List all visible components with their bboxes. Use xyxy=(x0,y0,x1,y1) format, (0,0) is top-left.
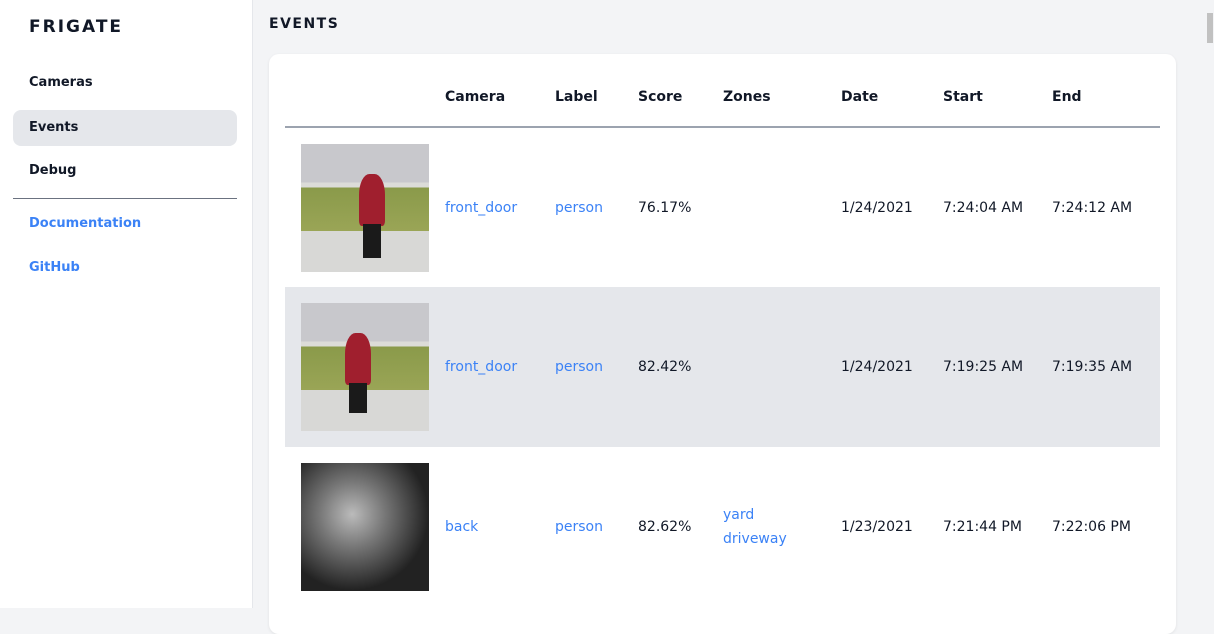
event-thumbnail[interactable] xyxy=(301,463,429,591)
col-label: Label xyxy=(555,54,638,128)
zone-link[interactable]: yard xyxy=(723,507,755,523)
label-link[interactable]: person xyxy=(555,519,603,535)
col-end: End xyxy=(1052,54,1160,128)
events-table: Camera Label Score Zones Date Start End … xyxy=(285,54,1160,607)
event-thumbnail[interactable] xyxy=(301,143,429,272)
end-time: 7:19:35 AM xyxy=(1052,287,1160,447)
end-time: 7:22:06 PM xyxy=(1052,519,1131,535)
date: 1/24/2021 xyxy=(841,199,913,216)
score: 82.62% xyxy=(638,519,692,535)
sidebar-divider xyxy=(13,198,237,199)
col-start: Start xyxy=(943,54,1052,128)
date: 1/23/2021 xyxy=(841,519,913,535)
col-date: Date xyxy=(841,54,943,128)
table-row[interactable]: front_door person 82.42% 1/24/2021 7:19:… xyxy=(285,287,1160,447)
label-link[interactable]: person xyxy=(555,359,603,375)
event-thumbnail[interactable] xyxy=(301,303,429,431)
label-link[interactable]: person xyxy=(555,199,603,216)
start-time: 7:21:44 PM xyxy=(943,519,1022,535)
github-link[interactable]: GitHub xyxy=(29,260,80,275)
scrollbar[interactable] xyxy=(1206,0,1214,608)
date: 1/24/2021 xyxy=(841,287,943,447)
app-logo: FRIGATE xyxy=(29,17,124,37)
events-card: Camera Label Score Zones Date Start End … xyxy=(269,54,1176,634)
camera-link[interactable]: front_door xyxy=(445,359,518,375)
score: 82.42% xyxy=(638,287,723,447)
sidebar-item-debug[interactable]: Debug xyxy=(29,163,77,178)
score: 76.17% xyxy=(638,199,692,216)
camera-link[interactable]: back xyxy=(445,519,479,535)
sidebar-item-cameras[interactable]: Cameras xyxy=(29,75,93,90)
col-zones: Zones xyxy=(723,54,841,128)
zone-link[interactable]: driveway xyxy=(723,531,787,547)
col-thumbnail xyxy=(285,54,445,128)
sidebar: FRIGATE Cameras Events Debug Documentati… xyxy=(0,0,253,608)
col-camera: Camera xyxy=(445,54,555,128)
start-time: 7:24:04 AM xyxy=(943,199,1024,216)
table-row[interactable]: front_door person 76.17% 1/24/2021 7:24:… xyxy=(285,127,1160,287)
sidebar-item-events[interactable]: Events xyxy=(13,110,237,146)
end-time: 7:24:12 AM xyxy=(1052,199,1133,216)
documentation-link[interactable]: Documentation xyxy=(29,216,142,231)
scrollbar-thumb[interactable] xyxy=(1207,13,1213,43)
page-title: EVENTS xyxy=(269,16,340,32)
camera-link[interactable]: front_door xyxy=(445,199,518,216)
col-score: Score xyxy=(638,54,723,128)
start-time: 7:19:25 AM xyxy=(943,287,1052,447)
table-row[interactable]: back person 82.62% yard driveway 1/23/202… xyxy=(285,447,1160,607)
